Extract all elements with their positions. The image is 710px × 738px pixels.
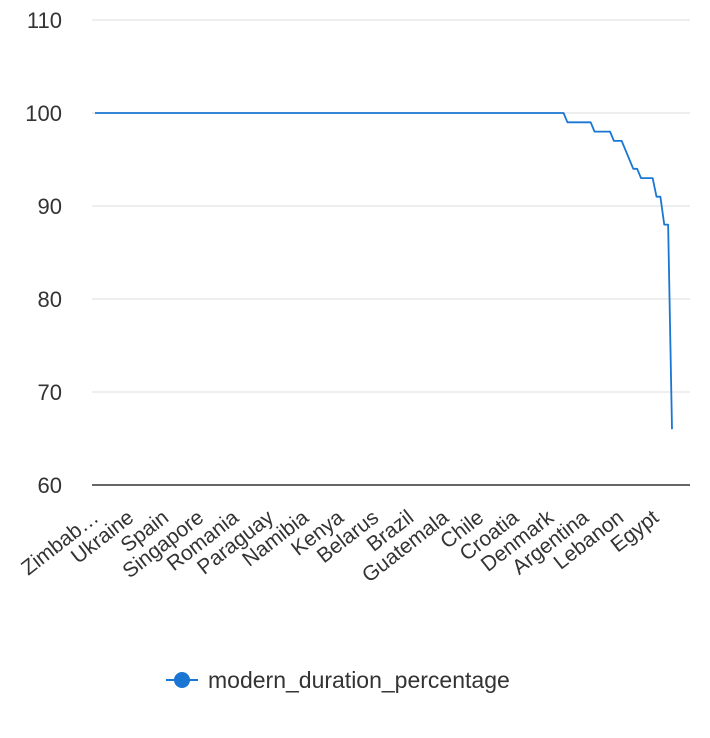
series-line[interactable] — [95, 112, 673, 430]
y-tick-label: 60 — [38, 473, 62, 498]
y-axis-tick-labels: 60 70 80 90 100 110 — [25, 8, 62, 498]
y-tick-label: 100 — [25, 101, 62, 126]
y-tick-label: 80 — [38, 287, 62, 312]
y-tick-label: 70 — [38, 380, 62, 405]
series-modern-duration-percentage — [95, 112, 673, 430]
y-tick-label: 90 — [38, 194, 62, 219]
gridlines — [92, 19, 690, 486]
legend-label: modern_duration_percentage — [208, 667, 510, 693]
legend-marker-dot — [174, 672, 190, 688]
y-tick-label: 110 — [27, 8, 62, 33]
legend[interactable]: modern_duration_percentage — [166, 667, 510, 693]
x-axis-tick-labels: Zimbab…UkraineSpainSingaporeRomaniaParag… — [17, 506, 663, 588]
